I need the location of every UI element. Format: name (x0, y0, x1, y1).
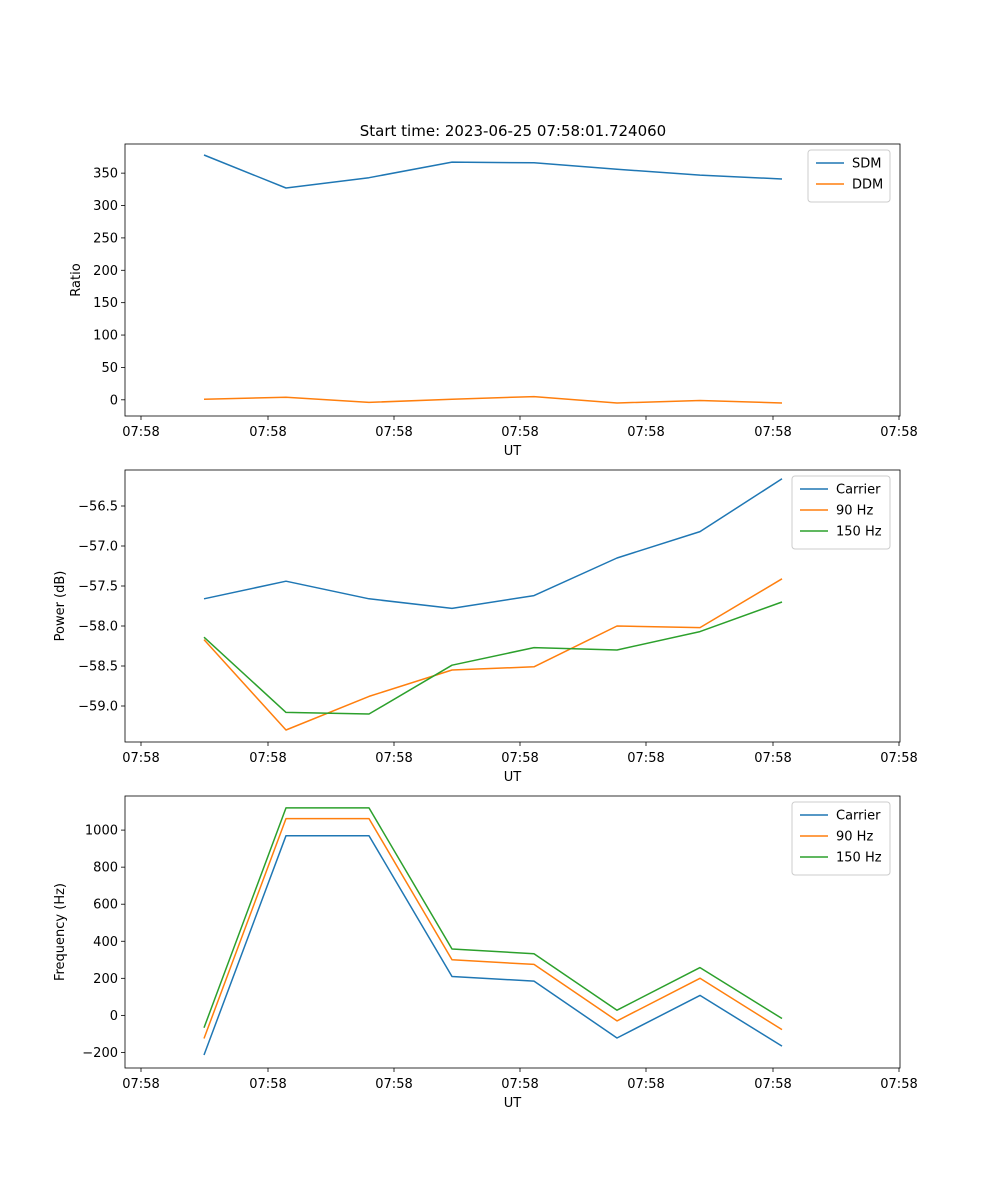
charts-container: 07:58 07:58 07:58 07:58 07:58 07:58 07:58 0 50 10… (53, 143, 918, 1111)
y-tick-label: 1000 (85, 824, 118, 839)
y-tick-label: 200 (93, 972, 118, 987)
x-tick-label: 07:58 (627, 425, 664, 440)
series-line-150-hz (203, 601, 783, 715)
y-tick-label: 350 (93, 167, 118, 182)
x-tick-label: 07:58 (754, 751, 791, 766)
series-line-carrier (203, 834, 783, 1056)
y-tick-label: 50 (101, 361, 118, 376)
y-tick-label: 300 (93, 199, 118, 214)
legend: Carrier 90 Hz 150 Hz (791, 801, 891, 876)
y-tick-label: −59.0 (78, 700, 118, 715)
x-axis-label: UT (504, 444, 522, 459)
chart-panel-1: 07:58 07:58 07:58 07:58 07:58 07:58 07:58 0 50 10… (69, 143, 918, 459)
x-tick-label: 07:58 (627, 1077, 664, 1092)
x-tick-label: 07:58 (501, 751, 538, 766)
x-axis-label: UT (504, 1096, 522, 1111)
x-tick-label: 07:58 (880, 425, 917, 440)
series-line-sdm (203, 154, 783, 189)
legend-label: Carrier (836, 809, 881, 824)
plot-frame (124, 795, 901, 1069)
x-tick-label: 07:58 (627, 751, 664, 766)
y-axis-label: Power (dB) (53, 571, 68, 642)
x-tick-label: 07:58 (880, 1077, 917, 1092)
x-tick-label: 07:58 (501, 425, 538, 440)
legend-label: DDM (852, 178, 883, 193)
x-tick-label: 07:58 (375, 1077, 412, 1092)
x-tick-label: 07:58 (122, 751, 159, 766)
y-tick-label: −57.0 (78, 540, 118, 555)
series-line-carrier (203, 478, 783, 610)
y-tick-label: −58.0 (78, 620, 118, 635)
plot-frame (124, 469, 901, 743)
y-tick-label: −200 (82, 1046, 118, 1061)
legend-label: SDM (852, 157, 881, 172)
series-line-90-hz (203, 578, 783, 731)
y-tick-label: 200 (93, 264, 118, 279)
x-tick-label: 07:58 (122, 1077, 159, 1092)
legend-label: 150 Hz (836, 851, 882, 866)
plot-frame (124, 143, 901, 417)
y-tick-label: 100 (93, 329, 118, 344)
y-tick-label: 600 (93, 898, 118, 913)
x-tick-label: 07:58 (754, 425, 791, 440)
legend: SDM DDM (807, 149, 891, 203)
legend-label: 90 Hz (836, 504, 873, 519)
legend-label: 90 Hz (836, 830, 873, 845)
y-tick-label: 400 (93, 935, 118, 950)
y-tick-label: −56.5 (78, 500, 118, 515)
x-tick-label: 07:58 (122, 425, 159, 440)
legend-label: 150 Hz (836, 525, 882, 540)
x-tick-label: 07:58 (249, 1077, 286, 1092)
figure-title: Start time: 2023-06-25 07:58:01.724060 (360, 122, 666, 140)
x-tick-label: 07:58 (249, 751, 286, 766)
x-tick-label: 07:58 (249, 425, 286, 440)
y-tick-label: 800 (93, 861, 118, 876)
legend: Carrier 90 Hz 150 Hz (791, 475, 891, 550)
y-tick-label: 150 (93, 296, 118, 311)
chart-panel-2: 07:58 07:58 07:58 07:58 07:58 07:58 07:58 −59.0… (53, 469, 918, 785)
x-tick-label: 07:58 (754, 1077, 791, 1092)
y-tick-label: 0 (110, 393, 118, 408)
y-axis-label: Frequency (Hz) (53, 883, 68, 981)
x-axis-label: UT (504, 770, 522, 785)
chart-panel-3: 07:58 07:58 07:58 07:58 07:58 07:58 07:58 −200 0… (53, 795, 918, 1111)
x-tick-label: 07:58 (375, 425, 412, 440)
x-tick-label: 07:58 (880, 751, 917, 766)
x-tick-label: 07:58 (375, 751, 412, 766)
y-tick-label: −57.5 (78, 580, 118, 595)
legend-label: Carrier (836, 483, 881, 498)
series-line-150-hz (203, 807, 783, 1029)
y-tick-label: 0 (110, 1009, 118, 1024)
y-tick-label: 250 (93, 231, 118, 246)
y-axis-label: Ratio (69, 263, 84, 296)
series-line-ddm (203, 395, 783, 404)
series-line-90-hz (203, 817, 783, 1039)
y-tick-label: −58.5 (78, 660, 118, 675)
x-tick-label: 07:58 (501, 1077, 538, 1092)
